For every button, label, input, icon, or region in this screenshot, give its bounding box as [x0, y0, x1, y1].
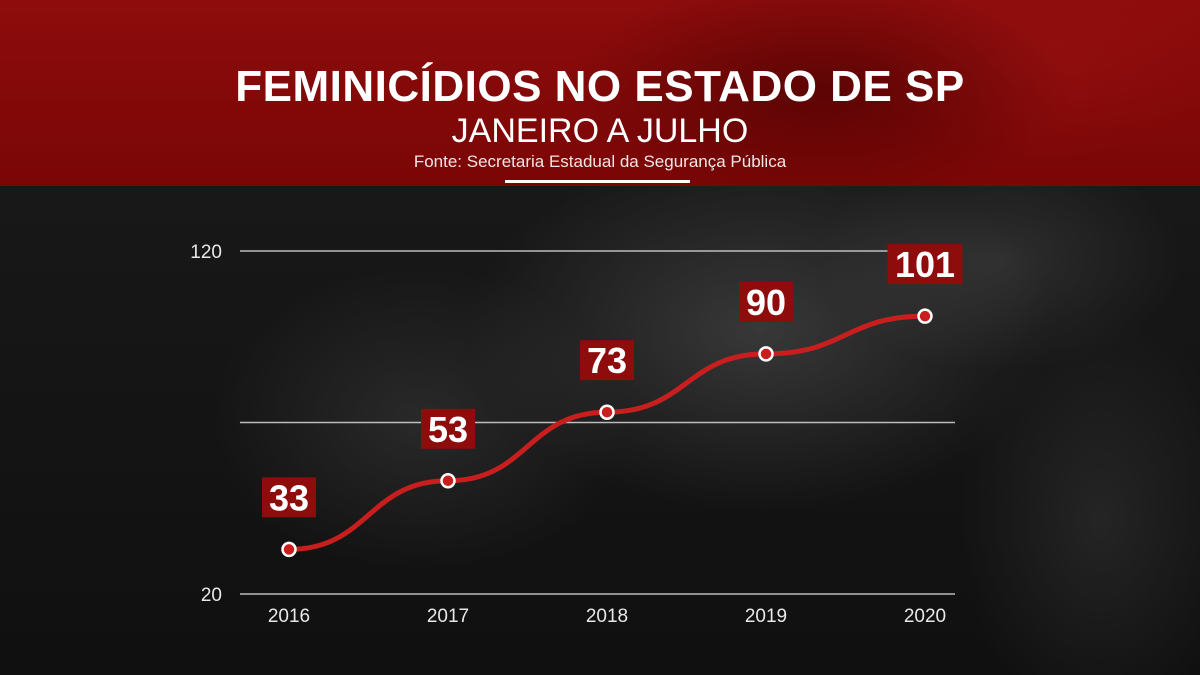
x-axis-ticks: 2016 2017 2018 2019 2020	[268, 606, 946, 627]
data-label-text: 73	[587, 340, 627, 381]
chart-subtitle: JANEIRO A JULHO	[451, 112, 749, 150]
data-label-2020: 101	[887, 244, 963, 285]
data-label-box	[262, 477, 316, 518]
data-label-box	[887, 244, 963, 285]
grid-lines	[240, 250, 955, 595]
x-tick-label: 2018	[586, 606, 628, 627]
x-tick-label: 2020	[904, 606, 946, 627]
data-label-box	[580, 340, 634, 381]
x-tick-label: 2016	[268, 606, 310, 627]
data-label-text: 101	[895, 244, 955, 285]
data-point-2017	[440, 473, 456, 489]
chart-title: FEMINICÍDIOS NO ESTADO DE SP	[235, 62, 965, 111]
data-point-2018	[599, 404, 615, 420]
data-label-text: 33	[269, 477, 309, 518]
data-label-box	[739, 281, 793, 322]
data-label-2016: 33	[262, 477, 316, 518]
source-underline	[505, 180, 690, 183]
data-labels: 33 53 73 90 101	[262, 244, 963, 518]
data-label-text: 53	[428, 409, 468, 450]
y-tick-label: 20	[201, 585, 222, 606]
data-label-text: 90	[746, 282, 786, 323]
data-point-2016	[281, 541, 297, 558]
data-point-2020	[917, 308, 933, 324]
data-label-2019: 90	[739, 281, 793, 323]
data-point-2019	[758, 346, 774, 362]
data-label-2018: 73	[580, 340, 634, 381]
y-tick-label: 120	[190, 242, 222, 263]
data-label-2017: 53	[421, 408, 475, 450]
x-tick-label: 2017	[427, 606, 469, 627]
y-axis-ticks: 20 120	[190, 242, 222, 606]
x-tick-label: 2019	[745, 606, 787, 627]
data-points	[281, 308, 933, 558]
header-band	[0, 0, 1200, 186]
chart-source: Fonte: Secretaria Estadual da Segurança …	[413, 152, 787, 171]
data-label-box	[421, 408, 475, 449]
